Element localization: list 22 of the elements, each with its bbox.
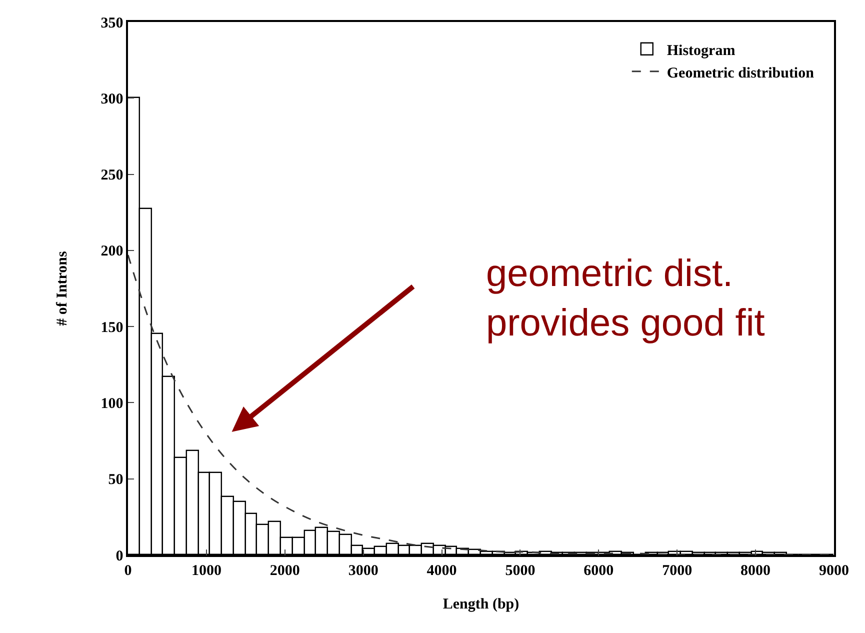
x-tick-label: 5000 bbox=[505, 562, 536, 579]
y-tick-label: 300 bbox=[100, 91, 124, 108]
y-tick-label: 100 bbox=[100, 396, 124, 412]
legend-label: Geometric distribution bbox=[666, 65, 815, 82]
x-tick-label: 1000 bbox=[191, 562, 222, 579]
legend-label: Histogram bbox=[666, 42, 736, 59]
y-tick-label: 50 bbox=[108, 472, 124, 488]
x-tick-label: 8000 bbox=[740, 562, 771, 579]
x-tick-label: 3000 bbox=[348, 562, 378, 579]
y-tick-label: 250 bbox=[100, 168, 124, 184]
annotation: geometric dist. provides good fit bbox=[486, 253, 766, 344]
x-tick-label: 7000 bbox=[662, 562, 692, 579]
x-tick-label: 9000 bbox=[819, 562, 849, 579]
x-tick-label: 6000 bbox=[584, 562, 614, 579]
y-tick-label: 200 bbox=[100, 244, 124, 260]
x-axis-title: Length (bp) bbox=[442, 596, 520, 612]
y-tick-label: 350 bbox=[100, 15, 124, 32]
y-axis-title: # of Introns bbox=[54, 250, 70, 326]
y-tick-label: 0 bbox=[116, 548, 124, 564]
x-tick-label: 2000 bbox=[270, 562, 300, 579]
x-tick-label: 4000 bbox=[426, 562, 457, 579]
y-tick-label: 150 bbox=[100, 320, 124, 336]
